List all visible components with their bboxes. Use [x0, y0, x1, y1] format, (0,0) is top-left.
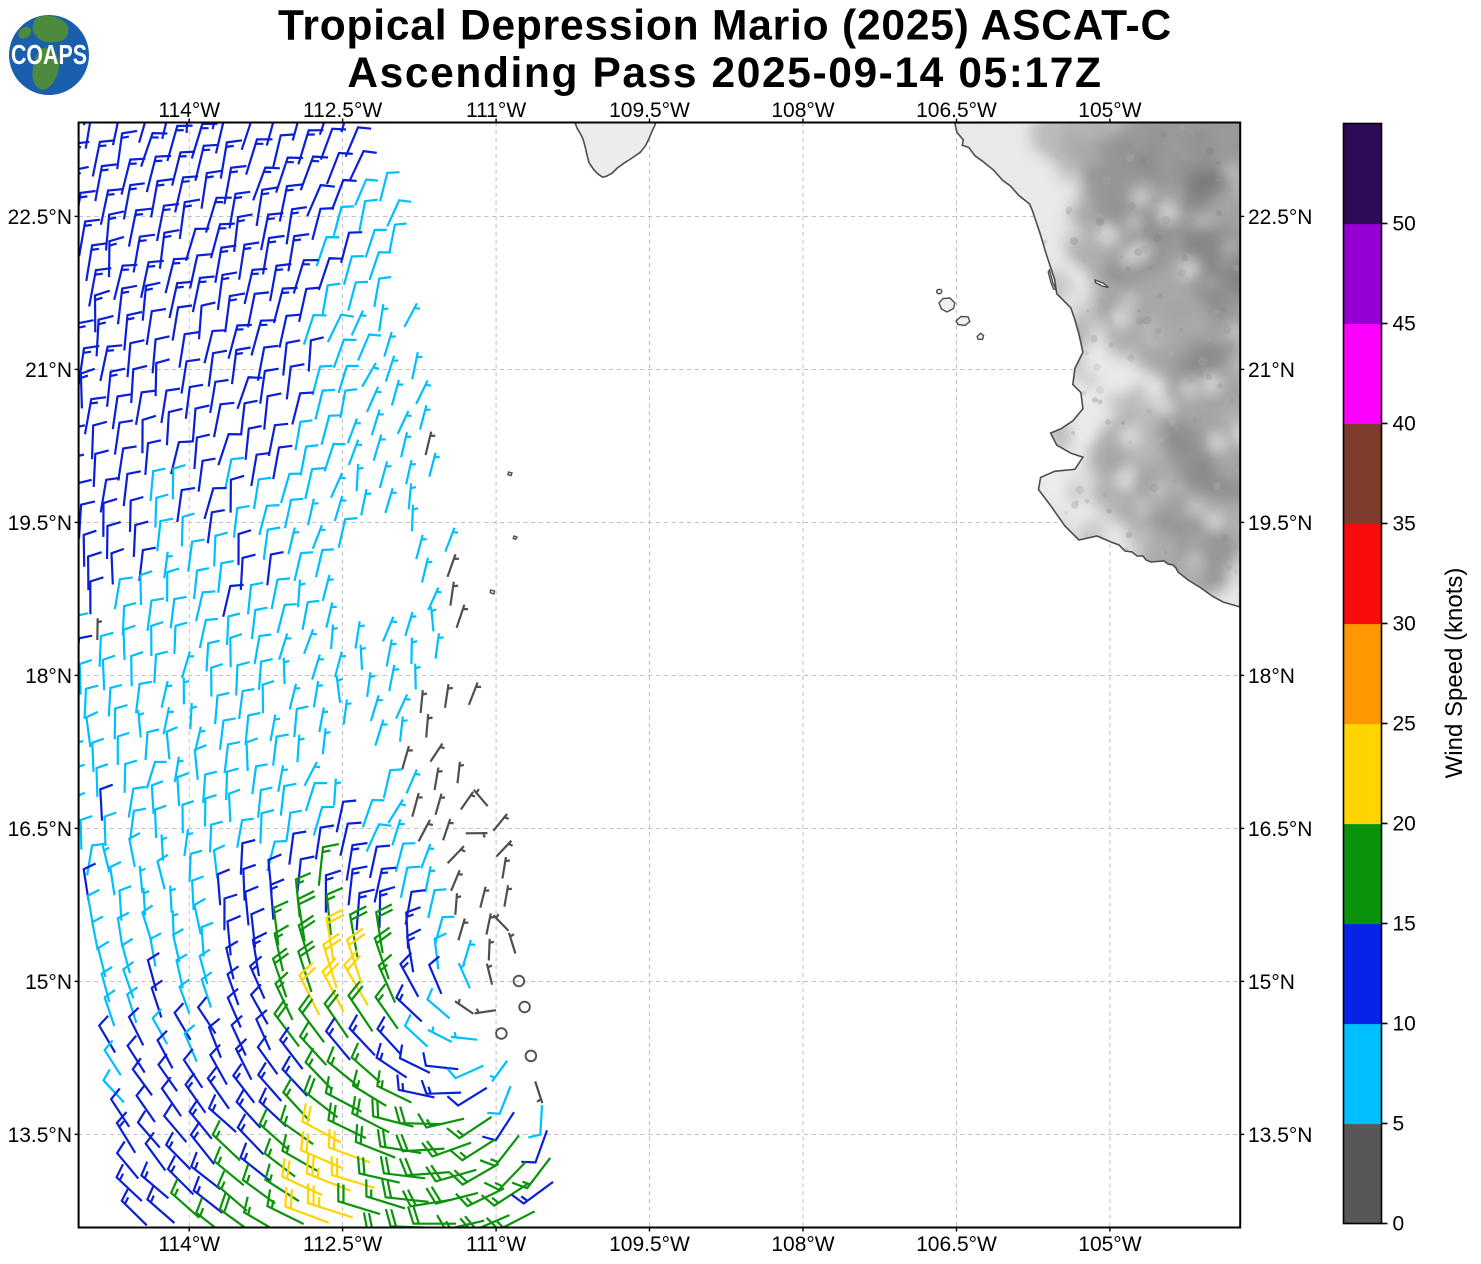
svg-text:20: 20: [1393, 813, 1416, 836]
svg-text:45: 45: [1393, 313, 1416, 336]
svg-text:Ascending Pass 2025-09-14 05:1: Ascending Pass 2025-09-14 05:17Z: [347, 50, 1102, 97]
svg-text:16.5°N: 16.5°N: [8, 818, 72, 841]
svg-text:106.5°W: 106.5°W: [916, 1233, 997, 1256]
svg-text:18°N: 18°N: [25, 665, 72, 688]
svg-text:18°N: 18°N: [1248, 665, 1295, 688]
svg-text:114°W: 114°W: [158, 99, 220, 122]
svg-text:50: 50: [1393, 213, 1416, 236]
svg-text:21°N: 21°N: [1248, 359, 1295, 382]
svg-text:Tropical Depression Mario (202: Tropical Depression Mario (2025) ASCAT-C: [278, 3, 1172, 50]
svg-text:15: 15: [1393, 913, 1416, 936]
svg-text:105°W: 105°W: [1078, 99, 1141, 122]
svg-text:10: 10: [1393, 1013, 1416, 1036]
svg-text:15°N: 15°N: [1248, 971, 1295, 994]
svg-text:25: 25: [1393, 713, 1416, 736]
svg-text:40: 40: [1393, 413, 1416, 436]
svg-text:111°W: 111°W: [466, 1233, 526, 1256]
svg-text:108°W: 108°W: [771, 99, 834, 122]
svg-text:0: 0: [1393, 1213, 1405, 1236]
svg-text:5: 5: [1393, 1113, 1405, 1136]
svg-text:30: 30: [1393, 613, 1416, 636]
svg-text:114°W: 114°W: [158, 1233, 220, 1256]
svg-text:22.5°N: 22.5°N: [8, 206, 72, 229]
svg-text:15°N: 15°N: [25, 971, 72, 994]
svg-text:111°W: 111°W: [466, 99, 526, 122]
svg-text:13.5°N: 13.5°N: [8, 1124, 72, 1147]
svg-text:16.5°N: 16.5°N: [1248, 818, 1312, 841]
svg-text:106.5°W: 106.5°W: [916, 99, 997, 122]
svg-text:22.5°N: 22.5°N: [1248, 206, 1312, 229]
svg-text:Wind Speed (knots): Wind Speed (knots): [1441, 568, 1468, 779]
svg-text:112.5°W: 112.5°W: [303, 1233, 382, 1256]
svg-text:21°N: 21°N: [25, 359, 72, 382]
svg-text:COAPS: COAPS: [11, 39, 87, 70]
svg-text:19.5°N: 19.5°N: [1248, 512, 1312, 535]
svg-text:13.5°N: 13.5°N: [1248, 1124, 1312, 1147]
svg-text:108°W: 108°W: [771, 1233, 834, 1256]
svg-text:109.5°W: 109.5°W: [609, 99, 690, 122]
svg-text:112.5°W: 112.5°W: [303, 99, 382, 122]
svg-text:105°W: 105°W: [1078, 1233, 1141, 1256]
svg-text:19.5°N: 19.5°N: [8, 512, 72, 535]
svg-text:109.5°W: 109.5°W: [609, 1233, 690, 1256]
svg-text:35: 35: [1393, 513, 1416, 536]
